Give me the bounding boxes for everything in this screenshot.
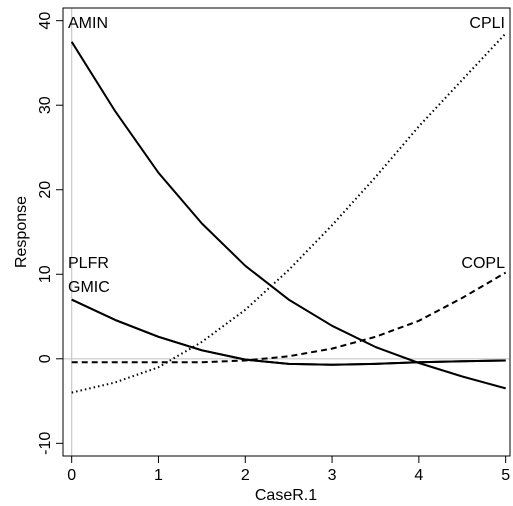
series-labels: AMIN CPLI PLFR GMIC COPL [68,15,505,296]
y-tick-label: 30 [37,96,54,114]
y-tick-label: 20 [37,181,54,199]
plot-frame [62,7,511,457]
x-tick-label: 0 [67,467,76,484]
x-tick-label: 3 [328,467,337,484]
y-tick-label: 40 [37,12,54,30]
series-line-amin [70,41,506,390]
y-tick-label: 10 [37,265,54,283]
y-tick-label: -10 [37,432,54,455]
reference-lines [63,8,510,456]
x-tick-label: 2 [241,467,250,484]
y-axis: -10 0 10 20 30 40 [37,12,63,455]
x-tick-label: 4 [414,467,423,484]
series-label-cpli: CPLI [469,15,505,32]
series-label-plfr: PLFR [68,255,109,272]
x-axis-title: CaseR.1 [255,487,317,504]
series-label-amin: AMIN [68,15,108,32]
series-line-plfr [71,298,506,366]
x-tick-label: 1 [154,467,163,484]
series-line-cpli [71,32,507,394]
x-tick-label: 5 [501,467,510,484]
series-line-gmic [71,298,506,366]
y-tick-label: 0 [37,354,54,363]
x-axis: 0 1 2 3 4 5 [67,456,510,484]
y-axis-title: Response [13,196,30,268]
series-label-gmic: GMIC [68,279,110,296]
series-label-copl: COPL [461,255,505,272]
series-layer [70,32,507,394]
series-line-copl [71,271,507,364]
